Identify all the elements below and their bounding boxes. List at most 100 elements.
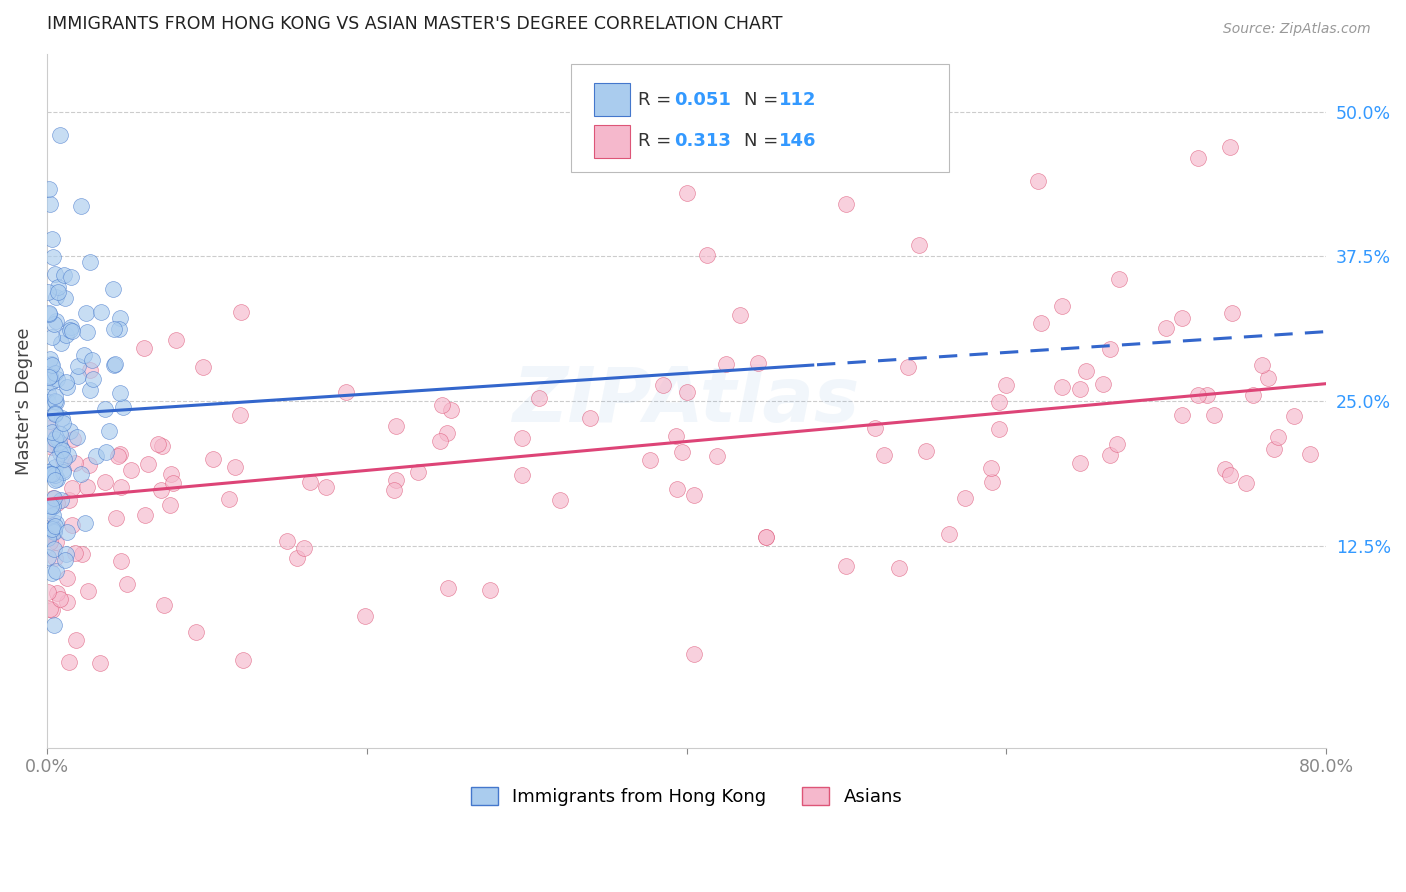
Point: [1098, 448, 1121, 462]
Point: [46, 372, 69, 386]
Point: [117, 577, 139, 591]
Point: [579, 411, 602, 425]
Point: [39, 521, 62, 535]
Point: [1069, 382, 1091, 396]
Point: [41, 522, 63, 536]
Text: R =: R =: [638, 91, 676, 109]
Point: [48, 435, 70, 450]
Point: [714, 357, 737, 371]
Point: [1282, 409, 1305, 423]
Point: [66, 359, 89, 374]
Point: [44, 519, 66, 533]
Point: [1076, 364, 1098, 378]
Point: [52, 416, 75, 430]
Point: [224, 460, 246, 475]
Point: [292, 541, 315, 555]
Point: [42, 522, 65, 536]
Point: [995, 378, 1018, 392]
Point: [75, 306, 97, 320]
Point: [48, 427, 70, 442]
Point: [59, 269, 82, 284]
Point: [77, 458, 100, 473]
Point: [1026, 174, 1049, 188]
Text: 146: 146: [779, 132, 815, 151]
Point: [39, 420, 62, 434]
Point: [39, 534, 62, 549]
Point: [1098, 342, 1121, 356]
Legend: Immigrants from Hong Kong, Asians: Immigrants from Hong Kong, Asians: [461, 778, 911, 815]
Point: [527, 391, 550, 405]
Point: [354, 609, 377, 624]
Point: [42, 521, 65, 535]
Point: [37, 549, 59, 564]
Point: [45, 535, 67, 549]
Point: [38, 503, 60, 517]
Point: [1219, 467, 1241, 482]
Point: [42, 542, 65, 557]
Point: [49, 492, 72, 507]
Point: [1050, 300, 1073, 314]
Point: [62, 432, 84, 446]
Point: [1195, 388, 1218, 402]
Point: [41, 440, 63, 454]
Point: [56, 525, 79, 540]
Point: [51, 410, 73, 425]
Point: [56, 380, 79, 394]
Point: [66, 430, 89, 444]
Point: [186, 625, 208, 640]
Point: [38, 602, 60, 616]
Point: [108, 322, 131, 336]
Point: [865, 421, 887, 435]
Point: [1243, 388, 1265, 402]
Point: [162, 475, 184, 490]
Point: [76, 325, 98, 339]
Point: [136, 458, 159, 472]
Point: [97, 424, 120, 438]
Point: [59, 425, 82, 439]
Point: [52, 463, 75, 477]
Point: [82, 372, 104, 386]
Point: [728, 308, 751, 322]
Point: [755, 530, 778, 544]
Point: [84, 449, 107, 463]
Point: [755, 530, 778, 544]
Point: [42, 317, 65, 331]
Point: [52, 465, 75, 479]
Point: [41, 499, 63, 513]
Point: [45, 290, 67, 304]
Point: [110, 554, 132, 568]
Point: [55, 553, 77, 567]
Point: [44, 459, 66, 474]
Point: [44, 430, 66, 444]
Point: [1219, 139, 1241, 153]
Point: [683, 647, 706, 661]
Point: [59, 323, 82, 337]
Point: [640, 453, 662, 467]
Text: ZIPAtlas: ZIPAtlas: [513, 364, 860, 438]
Point: [747, 356, 769, 370]
Point: [45, 586, 67, 600]
Point: [298, 475, 321, 489]
Point: [103, 358, 125, 372]
Bar: [595, 125, 630, 158]
Point: [706, 449, 728, 463]
Point: [69, 199, 91, 213]
Point: [44, 406, 66, 420]
Point: [101, 282, 124, 296]
Point: [134, 508, 156, 523]
Point: [42, 524, 65, 538]
Point: [39, 375, 62, 389]
Point: [41, 603, 63, 617]
Point: [37, 285, 59, 299]
Point: [103, 322, 125, 336]
Point: [44, 367, 66, 381]
Point: [436, 425, 458, 440]
Point: [39, 351, 62, 366]
Point: [108, 311, 131, 326]
Point: [79, 383, 101, 397]
Point: [110, 385, 132, 400]
Point: [696, 248, 718, 262]
Point: [429, 434, 451, 448]
Text: 0.051: 0.051: [673, 91, 731, 109]
Point: [41, 508, 63, 523]
